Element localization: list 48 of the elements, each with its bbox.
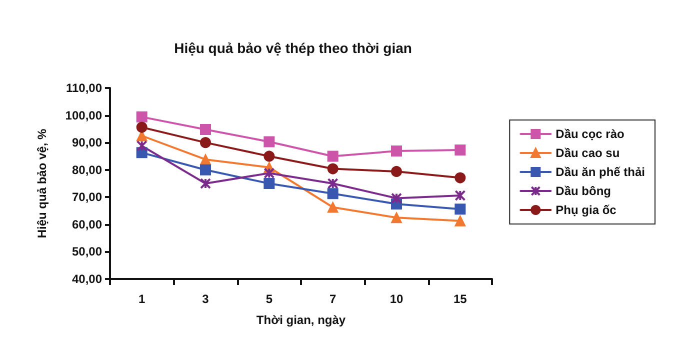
y-axis-title: Hiệu quả bảo vệ, % <box>35 128 49 238</box>
x-tick-label: 1 <box>138 292 146 306</box>
point <box>327 188 338 200</box>
y-tick-label: 100,00 <box>65 108 102 122</box>
point <box>327 178 338 189</box>
legend-label: Dầu bông <box>556 184 611 198</box>
point <box>200 137 211 148</box>
y-tick-label: 40,00 <box>72 272 102 286</box>
point <box>327 163 338 174</box>
point <box>454 190 466 202</box>
chart-title: Hiệu quả bảo vệ thép theo thời gian <box>174 40 412 56</box>
y-tick-label: 80,00 <box>72 162 102 177</box>
point <box>391 166 402 177</box>
y-tick-label: 70,00 <box>72 190 102 204</box>
point <box>264 178 275 189</box>
point <box>391 146 402 157</box>
point <box>264 150 275 162</box>
point <box>391 192 402 204</box>
point <box>200 164 211 176</box>
legend-label: Dầu cọc rào <box>556 127 624 141</box>
x-tick-label: 5 <box>266 292 273 306</box>
x-tick-label: 10 <box>390 292 404 306</box>
point <box>264 168 275 179</box>
x-tick-label: 3 <box>202 292 210 306</box>
point <box>136 111 148 122</box>
y-tick-label: 110,00 <box>66 81 102 95</box>
point <box>200 154 211 165</box>
point <box>200 124 211 135</box>
y-tick-label: 50,00 <box>72 244 102 259</box>
point <box>200 178 211 189</box>
legend-label: Phụ gia ốc <box>556 203 617 217</box>
y-tick-label: 60,00 <box>72 217 102 232</box>
point <box>454 144 466 156</box>
point <box>454 204 466 215</box>
point <box>454 215 466 226</box>
point <box>454 172 466 184</box>
y-tick-label: 90,00 <box>72 136 102 150</box>
x-axis-title: Thời gian, ngày <box>256 313 346 327</box>
point <box>327 150 338 162</box>
x-tick-label: 15 <box>453 292 468 306</box>
point <box>136 140 148 152</box>
point <box>264 136 275 148</box>
point <box>136 122 148 133</box>
x-tick-label: 7 <box>329 292 336 306</box>
point <box>327 202 338 213</box>
point <box>391 212 402 224</box>
legend-label: Dầu cao su <box>556 146 620 160</box>
legend-label: Dầu ăn phế thải <box>556 165 645 179</box>
